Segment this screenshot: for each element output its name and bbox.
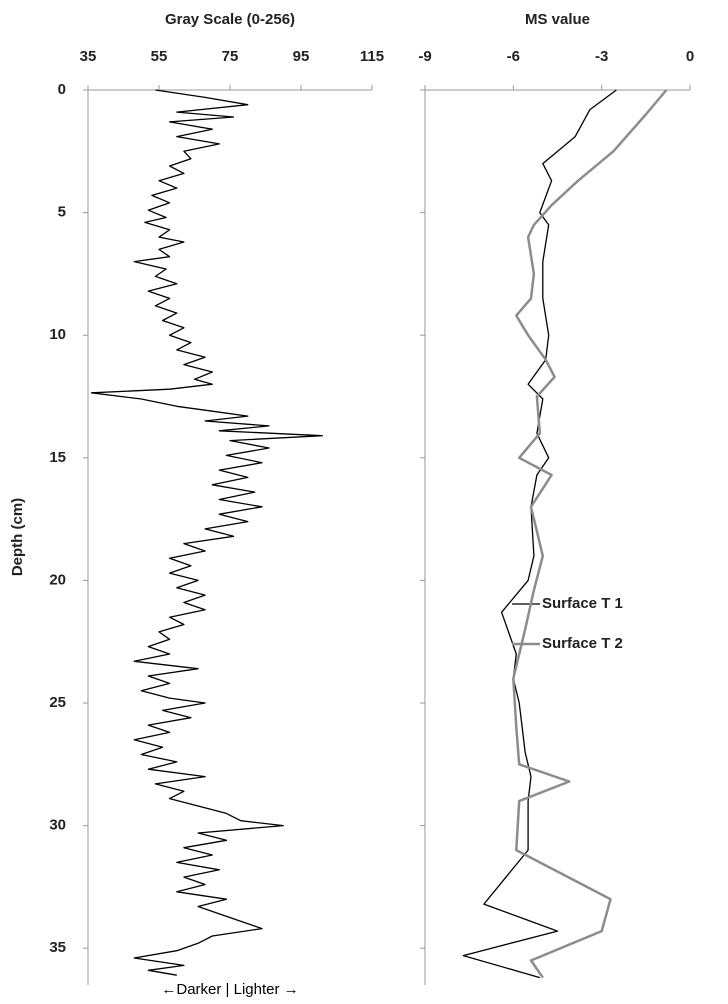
series-line [462, 89, 617, 979]
annotation: ←Darker | Lighter → [161, 981, 298, 998]
panel-title: Gray Scale (0-256) [165, 11, 295, 28]
x-tick-label: -3 [595, 48, 608, 65]
y-tick-label: 20 [49, 571, 66, 588]
series-line [512, 89, 668, 979]
y-tick-label: 5 [58, 204, 66, 221]
x-tick-label: 55 [151, 48, 168, 65]
x-tick-label: 115 [360, 48, 384, 65]
x-tick-label: 95 [293, 48, 310, 65]
y-tick-label: 10 [49, 326, 66, 343]
y-axis-label: Depth (cm) [9, 498, 26, 576]
y-tick-label: 15 [49, 449, 66, 466]
x-tick-label: 0 [686, 48, 694, 65]
y-tick-label: 35 [49, 939, 66, 956]
panel-title: MS value [525, 11, 590, 28]
legend-label: Surface T 1 [542, 595, 623, 612]
x-tick-label: -6 [507, 48, 520, 65]
y-tick-label: 0 [58, 81, 66, 98]
y-tick-label: 30 [49, 817, 66, 834]
x-tick-label: -9 [418, 48, 431, 65]
y-tick-label: 25 [49, 694, 66, 711]
legend-label: Surface T 2 [542, 635, 623, 652]
x-tick-label: 75 [222, 48, 239, 65]
x-tick-label: 35 [80, 48, 97, 65]
series-line [90, 89, 323, 976]
